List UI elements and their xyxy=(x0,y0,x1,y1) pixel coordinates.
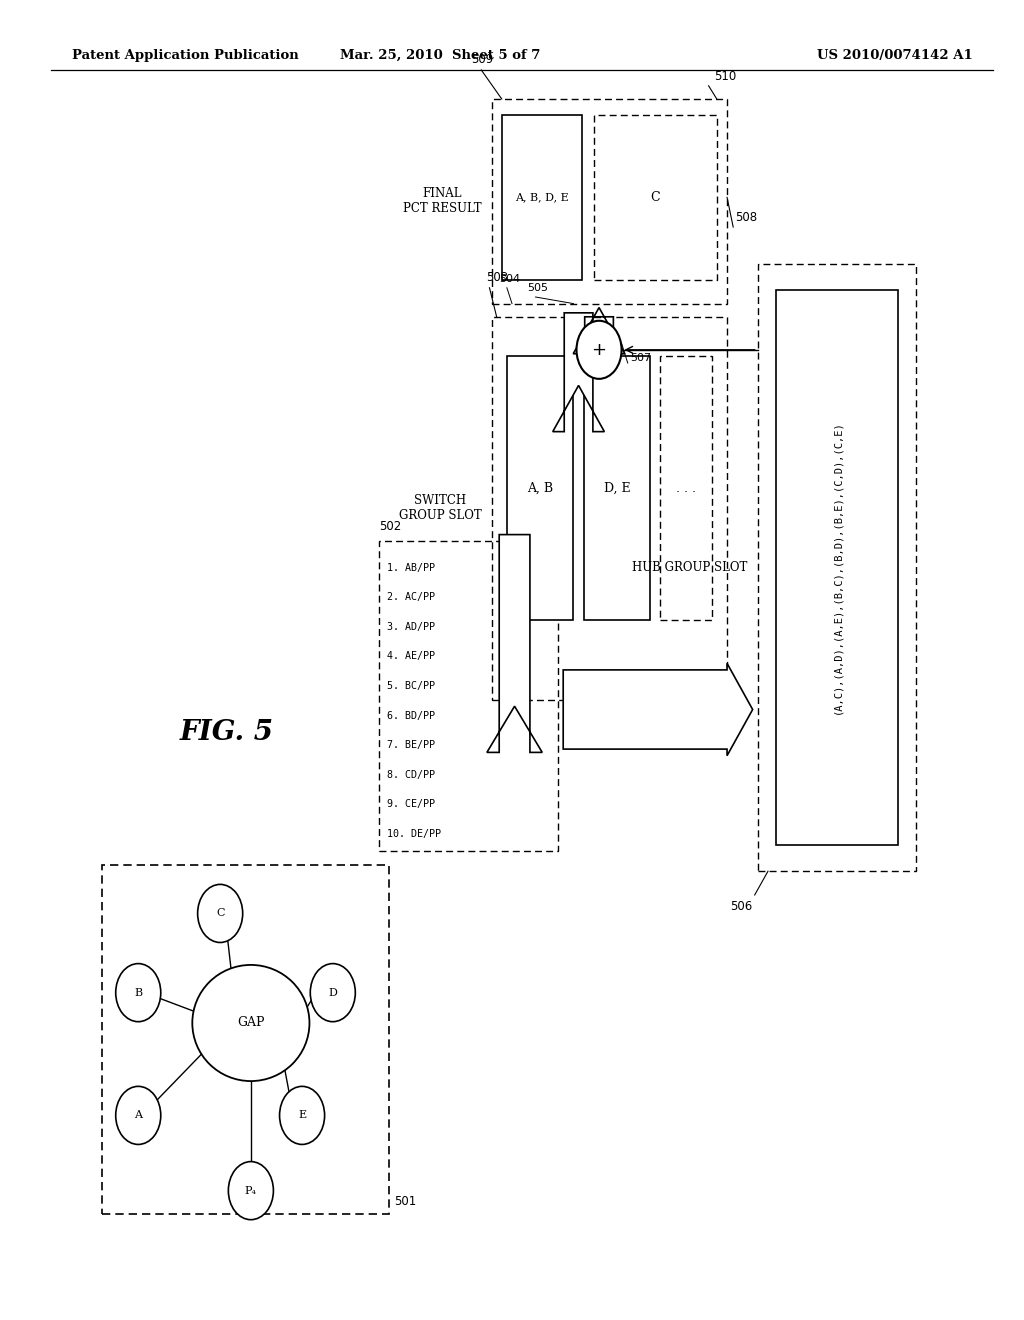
Text: 2. AC/PP: 2. AC/PP xyxy=(387,593,435,602)
Text: SWITCH
GROUP SLOT: SWITCH GROUP SLOT xyxy=(398,494,481,523)
Text: 509: 509 xyxy=(471,53,494,66)
Text: 1. AB/PP: 1. AB/PP xyxy=(387,562,435,573)
Text: +: + xyxy=(592,341,606,359)
Text: 6. BD/PP: 6. BD/PP xyxy=(387,710,435,721)
Bar xyxy=(102,865,389,1214)
Bar xyxy=(660,356,712,620)
Text: A, B: A, B xyxy=(527,482,553,495)
Circle shape xyxy=(116,964,161,1022)
Text: 507: 507 xyxy=(630,352,651,363)
Bar xyxy=(492,99,727,304)
Text: 508: 508 xyxy=(735,211,758,224)
Text: 502: 502 xyxy=(379,520,401,533)
Text: 8. CD/PP: 8. CD/PP xyxy=(387,770,435,780)
Polygon shape xyxy=(563,664,753,755)
Text: D, E: D, E xyxy=(603,482,631,495)
Text: US 2010/0074142 A1: US 2010/0074142 A1 xyxy=(817,49,973,62)
Text: 9. CE/PP: 9. CE/PP xyxy=(387,799,435,809)
Text: HUB GROUP SLOT: HUB GROUP SLOT xyxy=(632,561,748,574)
Text: FIG. 5: FIG. 5 xyxy=(179,719,273,746)
Circle shape xyxy=(310,964,355,1022)
Text: 10. DE/PP: 10. DE/PP xyxy=(387,829,441,838)
Text: C: C xyxy=(650,191,660,203)
Ellipse shape xyxy=(193,965,309,1081)
Text: C: C xyxy=(216,908,224,919)
Text: 503: 503 xyxy=(486,271,509,284)
Text: Patent Application Publication: Patent Application Publication xyxy=(72,49,298,62)
Text: GAP: GAP xyxy=(238,1016,264,1030)
Circle shape xyxy=(280,1086,325,1144)
Text: 505: 505 xyxy=(527,282,549,293)
Polygon shape xyxy=(573,308,625,354)
Text: 7. BE/PP: 7. BE/PP xyxy=(387,741,435,750)
Text: . . .: . . . xyxy=(676,482,696,495)
Circle shape xyxy=(577,321,622,379)
Bar xyxy=(502,115,582,280)
Text: E: E xyxy=(298,1110,306,1121)
Text: 5. BC/PP: 5. BC/PP xyxy=(387,681,435,690)
Text: Mar. 25, 2010  Sheet 5 of 7: Mar. 25, 2010 Sheet 5 of 7 xyxy=(340,49,541,62)
Text: A, B, D, E: A, B, D, E xyxy=(515,193,568,202)
Circle shape xyxy=(198,884,243,942)
Text: D: D xyxy=(329,987,337,998)
Bar xyxy=(492,317,727,700)
Circle shape xyxy=(116,1086,161,1144)
Text: 4. AE/PP: 4. AE/PP xyxy=(387,651,435,661)
Text: P₄: P₄ xyxy=(245,1185,257,1196)
Text: (A,C),(A,D),(A,E),(B,C),(B,D),(B,E),(C,D),(C,E): (A,C),(A,D),(A,E),(B,C),(B,D),(B,E),(C,D… xyxy=(833,421,842,714)
Text: 504: 504 xyxy=(499,273,520,284)
Circle shape xyxy=(228,1162,273,1220)
Text: FINAL
PCT RESULT: FINAL PCT RESULT xyxy=(402,187,481,215)
Bar xyxy=(594,115,717,280)
Text: 510: 510 xyxy=(714,70,736,83)
Text: 501: 501 xyxy=(394,1195,417,1208)
Text: 3. AD/PP: 3. AD/PP xyxy=(387,622,435,632)
Bar xyxy=(584,356,650,620)
Polygon shape xyxy=(487,535,543,752)
Polygon shape xyxy=(553,313,604,432)
Bar xyxy=(379,541,558,851)
Bar xyxy=(758,264,916,871)
Text: 506: 506 xyxy=(730,900,753,913)
Bar xyxy=(507,356,573,620)
Text: B: B xyxy=(134,987,142,998)
Bar xyxy=(776,290,898,845)
Text: A: A xyxy=(134,1110,142,1121)
